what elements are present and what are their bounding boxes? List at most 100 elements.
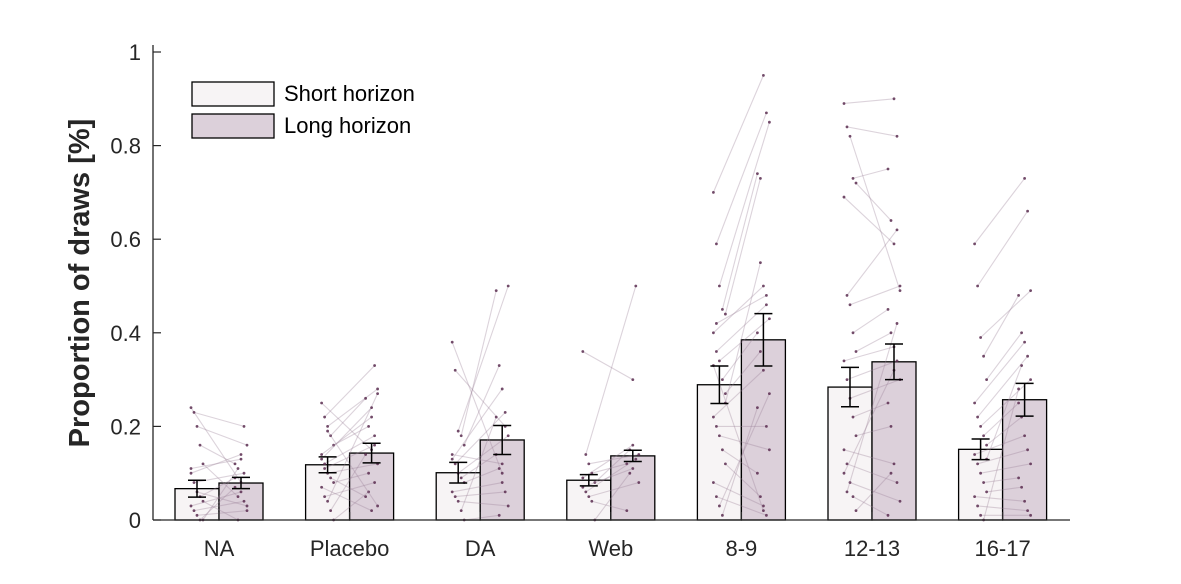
subject-line bbox=[463, 468, 500, 484]
subject-point bbox=[756, 172, 759, 176]
subject-point bbox=[239, 453, 243, 456]
subject-group bbox=[189, 406, 249, 522]
subject-point bbox=[329, 509, 332, 513]
legend-swatch-short-horizon bbox=[191, 81, 275, 107]
subject-point bbox=[898, 289, 902, 293]
subject-point bbox=[985, 378, 988, 381]
subject-line bbox=[321, 407, 372, 460]
subject-line bbox=[843, 346, 895, 362]
subject-line bbox=[460, 454, 497, 479]
subject-point bbox=[712, 331, 715, 335]
subject-line bbox=[190, 458, 242, 470]
subject-point bbox=[973, 242, 976, 246]
error-bar bbox=[318, 456, 337, 474]
subject-line bbox=[324, 365, 375, 418]
subject-line bbox=[721, 332, 758, 380]
subject-point bbox=[759, 350, 762, 353]
subject-point bbox=[503, 490, 507, 494]
error-bar bbox=[449, 461, 468, 484]
subject-point bbox=[494, 289, 498, 293]
subject-line bbox=[330, 454, 367, 511]
subject-point bbox=[724, 392, 727, 396]
subject-point bbox=[497, 513, 501, 517]
subject-point bbox=[1029, 462, 1032, 466]
subject-line bbox=[585, 285, 637, 455]
legend-swatch-long-horizon bbox=[191, 113, 275, 139]
subject-point bbox=[323, 467, 326, 470]
subject-point bbox=[245, 504, 249, 508]
subject-point bbox=[239, 490, 243, 494]
subject-point bbox=[453, 368, 457, 372]
subject-point bbox=[898, 499, 902, 503]
subject-line bbox=[199, 444, 236, 465]
subject-point bbox=[634, 284, 638, 288]
subject-point bbox=[625, 509, 629, 513]
subject-line bbox=[849, 136, 901, 291]
subject-point bbox=[195, 425, 199, 428]
subject-point bbox=[848, 134, 852, 138]
subject-line bbox=[974, 496, 1025, 502]
subject-point bbox=[973, 453, 976, 456]
subject-point bbox=[712, 481, 715, 484]
subject-line bbox=[594, 449, 631, 483]
subject-point bbox=[718, 284, 721, 288]
subject-point bbox=[450, 457, 454, 461]
subject-line bbox=[196, 491, 248, 507]
subject-point bbox=[892, 97, 896, 101]
subject-point bbox=[762, 504, 765, 508]
subject-point bbox=[851, 415, 855, 419]
subject-point bbox=[718, 504, 721, 508]
subject-line bbox=[190, 491, 242, 507]
subject-point bbox=[895, 359, 899, 363]
subject-point bbox=[456, 499, 460, 503]
subject-point bbox=[497, 364, 501, 367]
subject-point bbox=[886, 167, 890, 171]
subject-line bbox=[712, 75, 764, 193]
subject-point bbox=[373, 443, 376, 447]
error-bar bbox=[362, 442, 381, 464]
subject-line bbox=[321, 402, 372, 451]
subject-group bbox=[842, 97, 902, 517]
subject-point bbox=[1017, 293, 1020, 297]
y-tick-label: 0.6 bbox=[110, 227, 141, 252]
subject-point bbox=[500, 387, 504, 391]
subject-line bbox=[974, 178, 1026, 245]
subject-point bbox=[842, 471, 846, 475]
subject-point bbox=[1023, 340, 1026, 344]
subject-line bbox=[582, 351, 634, 381]
subject-point bbox=[1026, 509, 1029, 513]
subject-point bbox=[506, 284, 510, 288]
subject-point bbox=[842, 195, 846, 199]
subject-point bbox=[718, 359, 721, 363]
subject-point bbox=[326, 499, 329, 503]
subject-point bbox=[1026, 209, 1029, 213]
subject-line bbox=[333, 472, 369, 484]
subject-point bbox=[848, 481, 852, 484]
subject-point bbox=[1026, 448, 1029, 452]
subject-point bbox=[892, 462, 896, 466]
x-tick-label: 12-13 bbox=[844, 536, 900, 561]
error-bar bbox=[754, 312, 773, 367]
subject-point bbox=[762, 284, 765, 288]
subject-point bbox=[979, 513, 982, 517]
bar-long-horizon bbox=[610, 455, 656, 521]
subject-point bbox=[845, 462, 849, 466]
subject-point bbox=[845, 293, 849, 297]
x-tick-label: DA bbox=[465, 536, 496, 561]
subject-point bbox=[494, 415, 498, 419]
subject-point bbox=[500, 481, 504, 484]
subject-point bbox=[320, 485, 323, 489]
subject-line bbox=[846, 463, 898, 484]
subject-line bbox=[986, 332, 1023, 380]
subject-line bbox=[452, 453, 503, 465]
subject-point bbox=[1020, 364, 1023, 367]
subject-point bbox=[242, 471, 246, 475]
subject-point bbox=[851, 495, 855, 498]
subject-line bbox=[980, 379, 1031, 427]
subject-point bbox=[973, 495, 976, 498]
y-axis-ticks: 0 0.2 0.4 0.6 0.8 1 bbox=[110, 40, 161, 533]
subject-point bbox=[503, 410, 507, 414]
subject-point bbox=[973, 401, 976, 405]
subject-line bbox=[721, 173, 758, 310]
subject-point bbox=[848, 303, 852, 307]
